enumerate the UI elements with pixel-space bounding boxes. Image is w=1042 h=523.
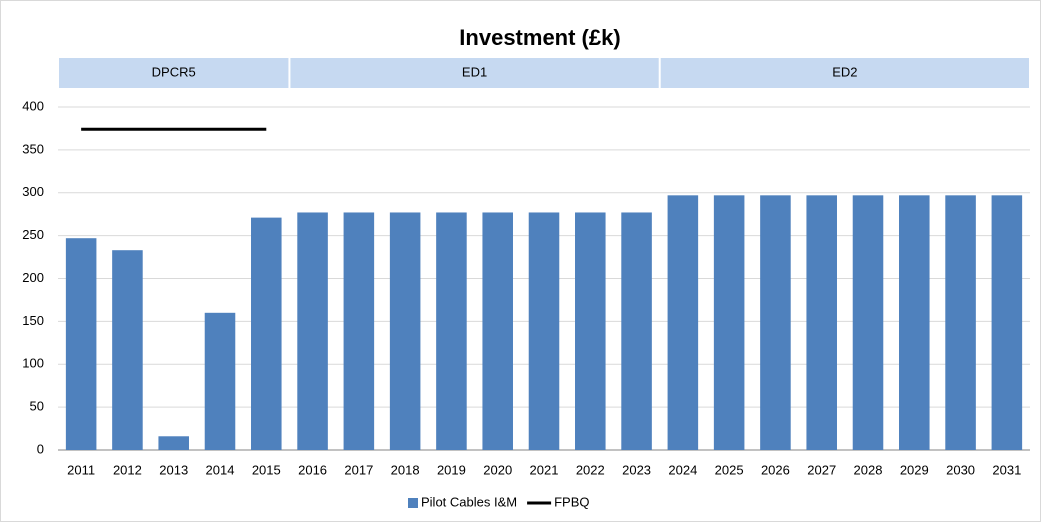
x-tick-label: 2012 — [113, 462, 142, 477]
y-tick-label: 100 — [22, 356, 44, 371]
y-tick-label: 150 — [22, 313, 44, 328]
period-band — [59, 58, 289, 88]
bar — [482, 212, 513, 450]
x-tick-label: 2027 — [807, 462, 836, 477]
period-label: ED1 — [462, 64, 487, 79]
bar — [112, 250, 143, 450]
x-tick-label: 2031 — [992, 462, 1021, 477]
x-tick-label: 2023 — [622, 462, 651, 477]
x-tick-label: 2029 — [900, 462, 929, 477]
bar — [343, 212, 375, 450]
bar — [528, 212, 560, 450]
y-tick-label: 50 — [30, 399, 44, 414]
bar — [621, 212, 652, 450]
x-tick-label: 2014 — [206, 462, 235, 477]
x-tick-label: 2026 — [761, 462, 790, 477]
bar — [158, 436, 189, 450]
x-tick-label: 2020 — [483, 462, 512, 477]
x-tick-label: 2028 — [854, 462, 883, 477]
bar — [899, 195, 930, 450]
bar — [852, 195, 884, 450]
x-tick-label: 2022 — [576, 462, 605, 477]
y-tick-label: 250 — [22, 227, 44, 242]
chart-title: Investment (£k) — [459, 25, 620, 50]
bar — [760, 195, 791, 450]
bar — [806, 195, 837, 450]
x-tick-label: 2015 — [252, 462, 281, 477]
x-tick-label: 2013 — [159, 462, 188, 477]
bar — [713, 195, 745, 450]
bar — [667, 195, 699, 450]
period-band — [290, 58, 659, 88]
bar — [991, 195, 1023, 450]
period-label: DPCR5 — [152, 64, 196, 79]
period-band — [660, 58, 1029, 88]
legend-label: Pilot Cables I&M — [421, 494, 517, 509]
legend-swatch — [408, 498, 418, 508]
bar — [389, 212, 421, 450]
period-label: ED2 — [832, 64, 857, 79]
y-tick-label: 0 — [37, 441, 44, 456]
bar — [575, 212, 606, 450]
bar — [945, 195, 976, 450]
bar — [297, 212, 328, 450]
x-tick-label: 2011 — [67, 462, 95, 477]
bar — [251, 217, 282, 450]
bar — [65, 238, 97, 450]
y-tick-label: 350 — [22, 141, 44, 156]
x-tick-label: 2021 — [530, 462, 559, 477]
x-tick-label: 2024 — [668, 462, 697, 477]
x-tick-label: 2019 — [437, 462, 466, 477]
x-tick-label: 2025 — [715, 462, 744, 477]
x-tick-label: 2016 — [298, 462, 327, 477]
x-tick-label: 2030 — [946, 462, 975, 477]
x-tick-label: 2018 — [391, 462, 420, 477]
x-tick-label: 2017 — [344, 462, 373, 477]
legend-label: FPBQ — [554, 494, 589, 509]
y-tick-label: 300 — [22, 184, 44, 199]
bar — [436, 212, 467, 450]
y-tick-label: 400 — [22, 98, 44, 113]
bar — [204, 312, 236, 450]
y-tick-label: 200 — [22, 270, 44, 285]
